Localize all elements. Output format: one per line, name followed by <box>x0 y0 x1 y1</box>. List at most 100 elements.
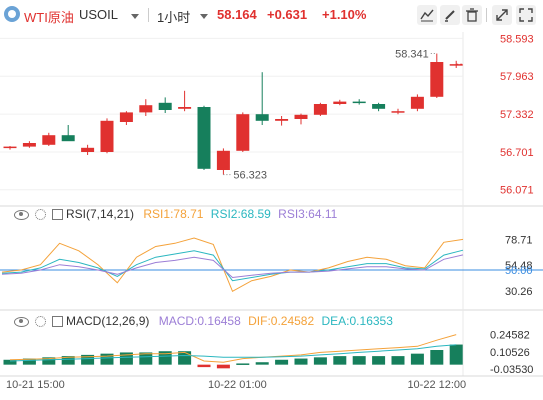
main-y-tick: 56.701 <box>500 147 534 159</box>
candlestick-series <box>3 53 463 175</box>
fullscreen-button[interactable] <box>516 5 536 25</box>
macd-bar <box>352 356 366 365</box>
price-annotations: 58.341 56.323 <box>223 49 463 182</box>
brush-icon <box>445 10 455 22</box>
settings-gear-icon[interactable] <box>35 209 46 221</box>
rsi2-value: RSI2:68.59 <box>210 207 271 221</box>
x-tick-label: 10-22 12:00 <box>407 379 466 391</box>
y-axis-labels: 58.593 57.963 57.332 56.701 56.071 78.71 54.48… <box>490 33 534 376</box>
macd-bar <box>158 351 172 365</box>
rsi-y-tick: 30.26 <box>505 286 533 298</box>
main-y-tick: 57.963 <box>500 71 534 83</box>
rsi-legend: RSI(7,14,21) RSI1:78.71 RSI2:68.59 RSI3:… <box>14 207 337 221</box>
candle-body <box>449 64 463 66</box>
candle-body <box>42 135 56 145</box>
candle-body <box>294 114 308 119</box>
eye-icon[interactable] <box>14 209 29 220</box>
chart-toolbar: WTI原油 USOIL 1小时 58.164 +0.631 +1.10% <box>0 0 543 30</box>
rsi-y-tick: 54.48 <box>505 260 533 272</box>
macd-bar <box>410 353 424 365</box>
candle-body <box>236 114 250 151</box>
macd-bar <box>100 353 114 365</box>
candle-body <box>410 96 424 109</box>
price-change: +0.631 <box>267 7 308 22</box>
macd-bar <box>333 356 347 365</box>
fullscreen-icon <box>519 8 533 22</box>
settings-gear-icon[interactable] <box>35 316 46 328</box>
candle-body <box>430 62 444 97</box>
macd-y-tick: -0.03530 <box>490 364 533 376</box>
candle-body <box>139 105 153 113</box>
rsi-line-rsi3 <box>1 254 464 279</box>
x-axis-labels: 10-21 15:00 10-22 01:00 10-22 12:00 <box>6 379 466 391</box>
macd-bar <box>372 356 386 365</box>
candle-body <box>255 114 269 121</box>
candle-body <box>275 119 289 121</box>
delete-button[interactable] <box>462 5 482 25</box>
brush-button[interactable] <box>440 5 460 25</box>
eye-icon[interactable] <box>14 316 29 327</box>
macd-bar <box>3 359 17 365</box>
x-tick-label: 10-21 15:00 <box>6 379 65 391</box>
macd-y-tick: 0.24582 <box>490 330 530 342</box>
interval-selector[interactable]: 1小时 <box>157 10 191 25</box>
low-price-label: 56.323 <box>233 170 267 182</box>
symbol-code[interactable]: USOIL <box>79 7 119 22</box>
main-y-tick: 57.332 <box>500 109 534 121</box>
macd-bar <box>61 356 75 365</box>
macd-bar <box>236 363 250 365</box>
candle-body <box>352 101 366 104</box>
symbol-dropdown-icon[interactable] <box>131 14 139 19</box>
chart-canvas[interactable]: 58.341 56.323 58.593 57.963 57.332 56.701 56.… <box>0 30 543 400</box>
macd-bar <box>81 354 95 365</box>
interval-dropdown-icon[interactable] <box>200 14 208 19</box>
candle-body <box>313 104 327 115</box>
symbol-logo-icon <box>4 6 20 22</box>
candle-body <box>81 147 95 152</box>
candle-body <box>119 112 133 122</box>
macd-histogram <box>3 344 463 369</box>
macd-bar <box>42 357 56 365</box>
last-price: 58.164 <box>217 7 257 22</box>
expand-button[interactable] <box>492 5 512 25</box>
candle-body <box>100 120 114 152</box>
macd-lines <box>9 334 457 363</box>
rsi-params: RSI(7,14,21) <box>66 207 135 221</box>
rsi-line-rsi1 <box>1 237 464 293</box>
price-change-pct: +1.10% <box>322 7 367 22</box>
macd-bar <box>275 359 289 365</box>
toolbar-divider <box>148 8 149 22</box>
macd-bar <box>22 358 36 365</box>
candle-body <box>216 150 230 170</box>
candle-body <box>61 135 75 142</box>
dea-value: DEA:0.16353 <box>321 314 393 328</box>
macd-value: MACD:0.16458 <box>158 314 241 328</box>
dif-value: DIF:0.24582 <box>248 314 315 328</box>
candle-body <box>22 143 36 147</box>
macd-bar <box>255 362 269 365</box>
rsi-line-rsi2 <box>1 249 464 282</box>
macd-bar <box>216 364 230 369</box>
macd-bar <box>313 357 327 365</box>
rsi1-value: RSI1:78.71 <box>143 207 204 221</box>
delete-icon <box>466 8 478 22</box>
rsi-y-tick: 78.71 <box>505 234 533 246</box>
dif-line <box>9 334 457 363</box>
candle-body <box>178 107 192 109</box>
rsi-y-tick: 50.00 <box>505 265 533 277</box>
macd-params: MACD(12,26,9) <box>66 314 150 328</box>
macd-bar <box>294 358 308 365</box>
symbol-name[interactable]: WTI原油 <box>24 10 74 25</box>
dea-line <box>9 344 457 362</box>
candle-body <box>333 101 347 104</box>
candle-body <box>158 102 172 110</box>
candle-body <box>391 111 405 113</box>
checkbox-icon[interactable] <box>52 209 63 221</box>
toolbar-divider <box>486 8 487 22</box>
line-style-button[interactable] <box>417 5 437 25</box>
candle-body <box>3 146 17 149</box>
expand-icon <box>496 9 508 21</box>
checkbox-icon[interactable] <box>52 316 63 328</box>
macd-bar <box>391 356 405 365</box>
rsi-series <box>0 237 543 293</box>
